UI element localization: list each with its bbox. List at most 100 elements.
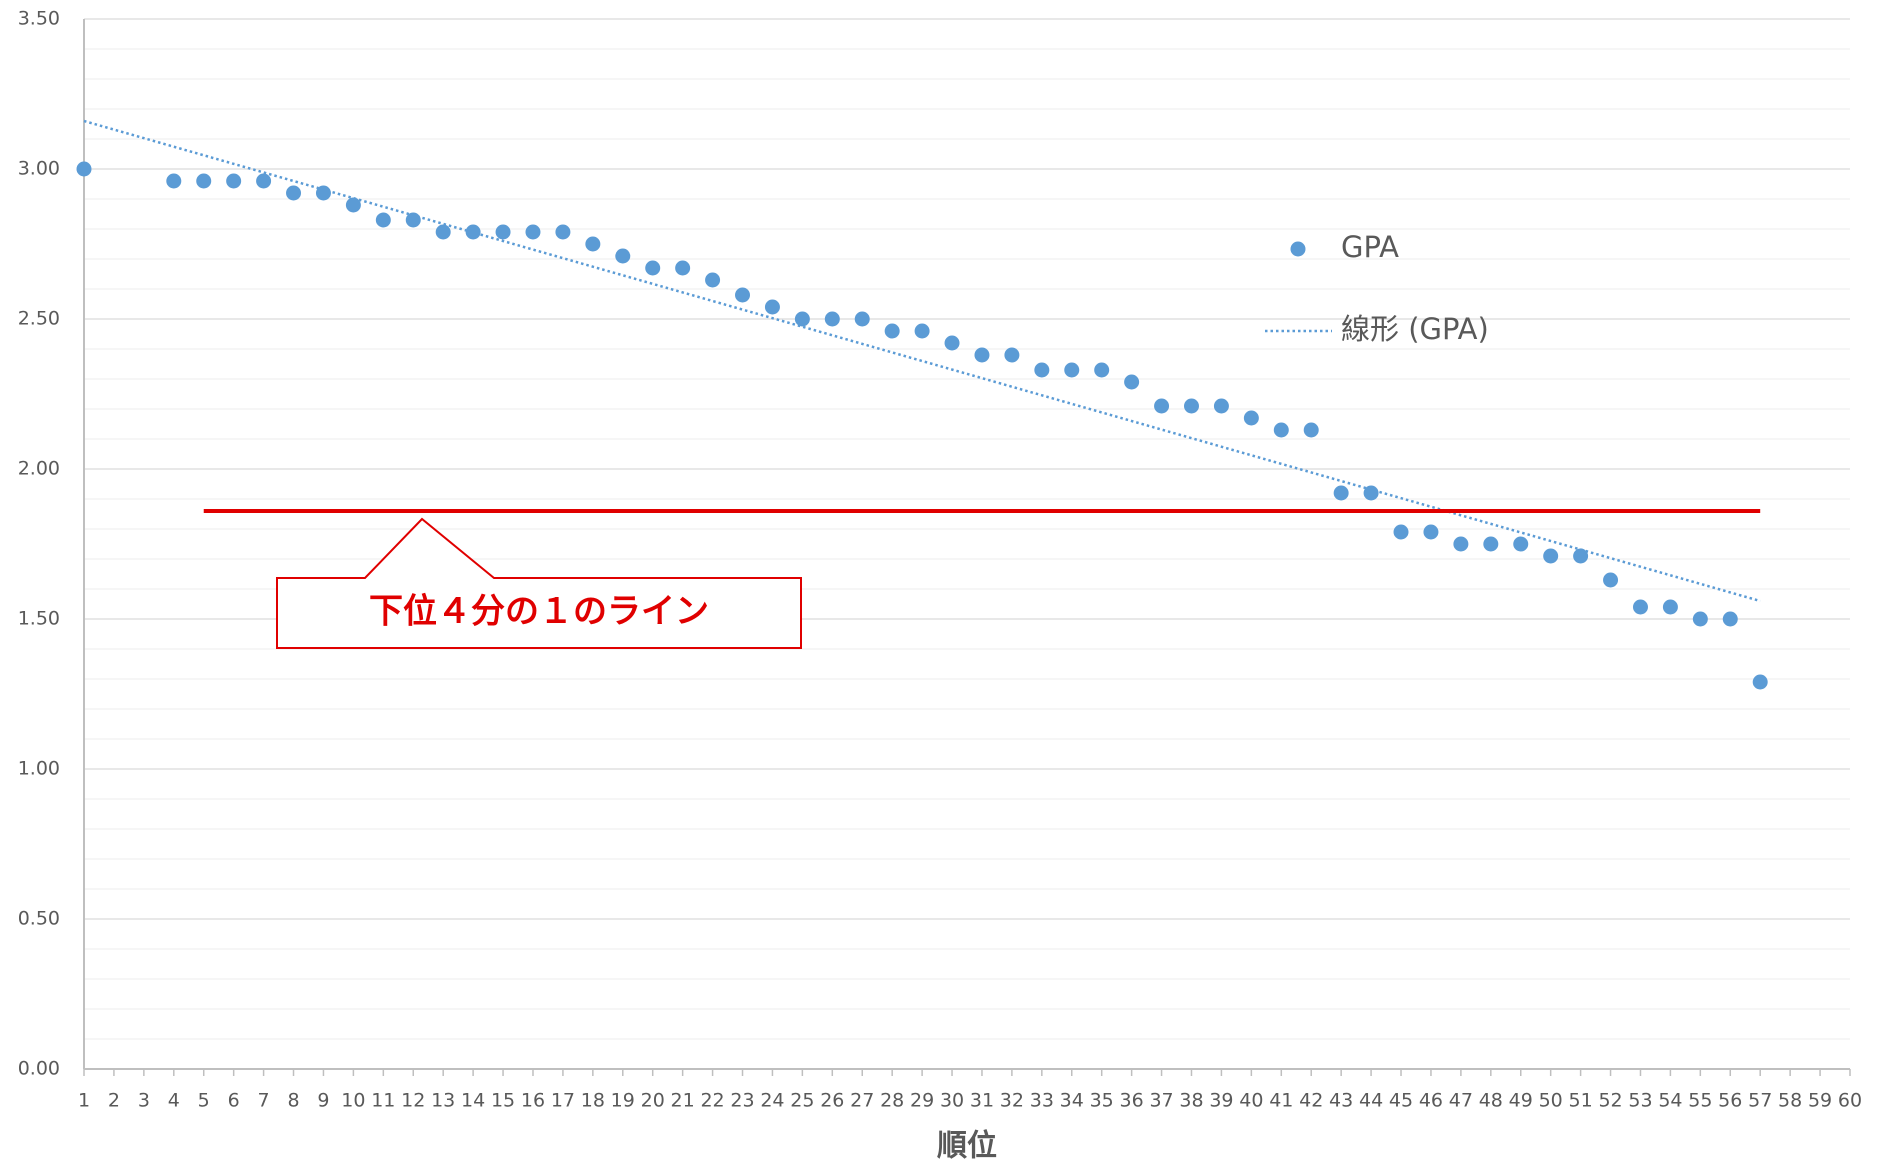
x-tick-label: 58	[1778, 1090, 1802, 1112]
legend-label: 線形 (GPA)	[1341, 312, 1489, 346]
point	[1034, 362, 1050, 378]
point	[884, 323, 900, 339]
x-tick-label: 39	[1209, 1090, 1233, 1112]
point	[854, 311, 870, 327]
x-tick-label: 50	[1539, 1090, 1563, 1112]
x-tick-label: 32	[1000, 1090, 1024, 1112]
x-tick-label: 9	[317, 1090, 329, 1112]
x-tick-label: 42	[1299, 1090, 1323, 1112]
x-tick-label: 52	[1598, 1090, 1622, 1112]
point	[1124, 374, 1140, 390]
x-tick-label: 21	[671, 1090, 695, 1112]
x-tick-label: 33	[1030, 1090, 1054, 1112]
point	[1273, 422, 1289, 438]
point	[1094, 362, 1110, 378]
point	[196, 173, 212, 189]
x-tick-label: 12	[401, 1090, 425, 1112]
x-tick-label: 29	[910, 1090, 934, 1112]
point	[465, 224, 481, 240]
x-tick-label: 26	[820, 1090, 844, 1112]
point	[525, 224, 541, 240]
point	[226, 173, 242, 189]
point	[1453, 536, 1469, 552]
point	[1423, 524, 1439, 540]
point	[1603, 572, 1619, 588]
y-tick-label: 1.00	[18, 758, 60, 780]
point	[435, 224, 451, 240]
y-tick-label: 1.50	[18, 608, 60, 630]
point	[555, 224, 571, 240]
x-tick-label: 40	[1239, 1090, 1263, 1112]
point	[974, 347, 990, 363]
x-tick-label: 56	[1718, 1090, 1742, 1112]
x-tick-label: 27	[850, 1090, 874, 1112]
x-tick-label: 28	[880, 1090, 904, 1112]
x-tick-label: 44	[1359, 1090, 1383, 1112]
point	[1333, 485, 1349, 501]
x-tick-label: 34	[1060, 1090, 1084, 1112]
y-tick-label: 3.50	[18, 8, 60, 30]
point	[315, 185, 331, 201]
x-tick-label: 55	[1688, 1090, 1712, 1112]
callout-label: 下位４分の１のライン	[369, 592, 709, 632]
point	[1004, 347, 1020, 363]
x-tick-label: 30	[940, 1090, 964, 1112]
callout-box	[276, 517, 802, 649]
point	[585, 236, 601, 252]
point	[1543, 548, 1559, 564]
y-tick-label: 3.00	[18, 158, 60, 180]
x-tick-label: 41	[1269, 1090, 1293, 1112]
x-tick-label: 35	[1090, 1090, 1114, 1112]
x-tick-label: 38	[1179, 1090, 1203, 1112]
x-tick-label: 20	[641, 1090, 665, 1112]
x-tick-label: 1	[78, 1090, 90, 1112]
point	[705, 272, 721, 288]
x-tick-label: 53	[1628, 1090, 1652, 1112]
x-tick-label: 23	[730, 1090, 754, 1112]
point	[1692, 611, 1708, 627]
point	[1483, 536, 1499, 552]
point	[1303, 422, 1319, 438]
point	[1722, 611, 1738, 627]
point	[1243, 410, 1259, 426]
point	[764, 299, 780, 315]
y-tick-label: 0.00	[18, 1058, 60, 1080]
x-tick-label: 48	[1479, 1090, 1503, 1112]
point	[1154, 398, 1170, 414]
point	[1393, 524, 1409, 540]
x-tick-label: 36	[1120, 1090, 1144, 1112]
x-tick-label: 3	[138, 1090, 150, 1112]
point	[256, 173, 272, 189]
x-tick-label: 25	[790, 1090, 814, 1112]
x-tick-label: 43	[1329, 1090, 1353, 1112]
point	[405, 212, 421, 228]
point	[735, 287, 751, 303]
point	[375, 212, 391, 228]
point	[675, 260, 691, 276]
x-tick-label: 54	[1658, 1090, 1682, 1112]
x-tick-label: 2	[108, 1090, 120, 1112]
point	[76, 161, 92, 177]
x-tick-label: 51	[1569, 1090, 1593, 1112]
x-tick-label: 7	[258, 1090, 270, 1112]
point	[1752, 674, 1768, 690]
point	[1513, 536, 1529, 552]
legend-marker	[1290, 241, 1306, 257]
x-tick-label: 46	[1419, 1090, 1443, 1112]
x-tick-label: 8	[287, 1090, 299, 1112]
point	[345, 197, 361, 213]
legend-label: GPA	[1341, 230, 1399, 264]
point	[615, 248, 631, 264]
trendline	[83, 119, 1761, 603]
x-tick-label: 57	[1748, 1090, 1772, 1112]
x-tick-label: 5	[198, 1090, 210, 1112]
x-tick-label: 15	[491, 1090, 515, 1112]
point	[495, 224, 511, 240]
point	[286, 185, 302, 201]
point	[944, 335, 960, 351]
x-tick-label: 10	[341, 1090, 365, 1112]
x-tick-label: 18	[581, 1090, 605, 1112]
y-tick-label: 2.50	[18, 308, 60, 330]
point	[1183, 398, 1199, 414]
